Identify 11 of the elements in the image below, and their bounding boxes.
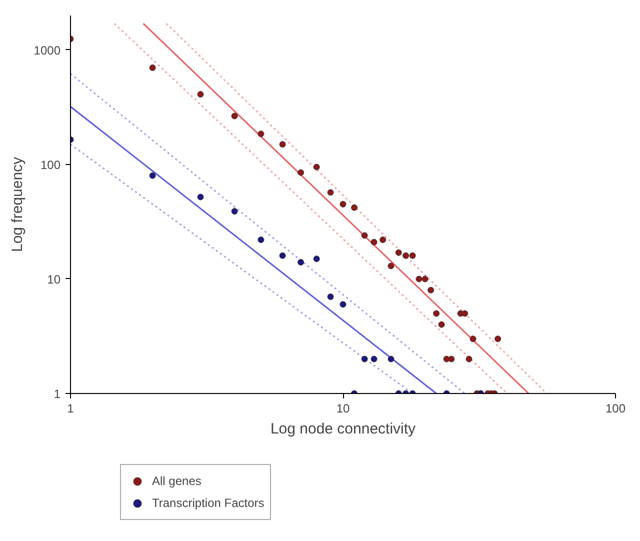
legend-label: All genes: [152, 474, 202, 488]
x-tick-label: 10: [336, 402, 350, 416]
y-axis-title: Log frequency: [8, 156, 26, 252]
legend-label: Transcription Factors: [152, 496, 264, 510]
y-tick-label: 100: [40, 158, 61, 172]
y-tick-label: 1000: [34, 43, 61, 58]
x-tick-label: 100: [605, 402, 626, 416]
y-tick-label: 10: [47, 272, 61, 286]
x-tick-label: 1: [67, 402, 74, 416]
x-axis-title: Log node connectivity: [270, 420, 416, 438]
y-tick-label: 1: [54, 387, 61, 401]
